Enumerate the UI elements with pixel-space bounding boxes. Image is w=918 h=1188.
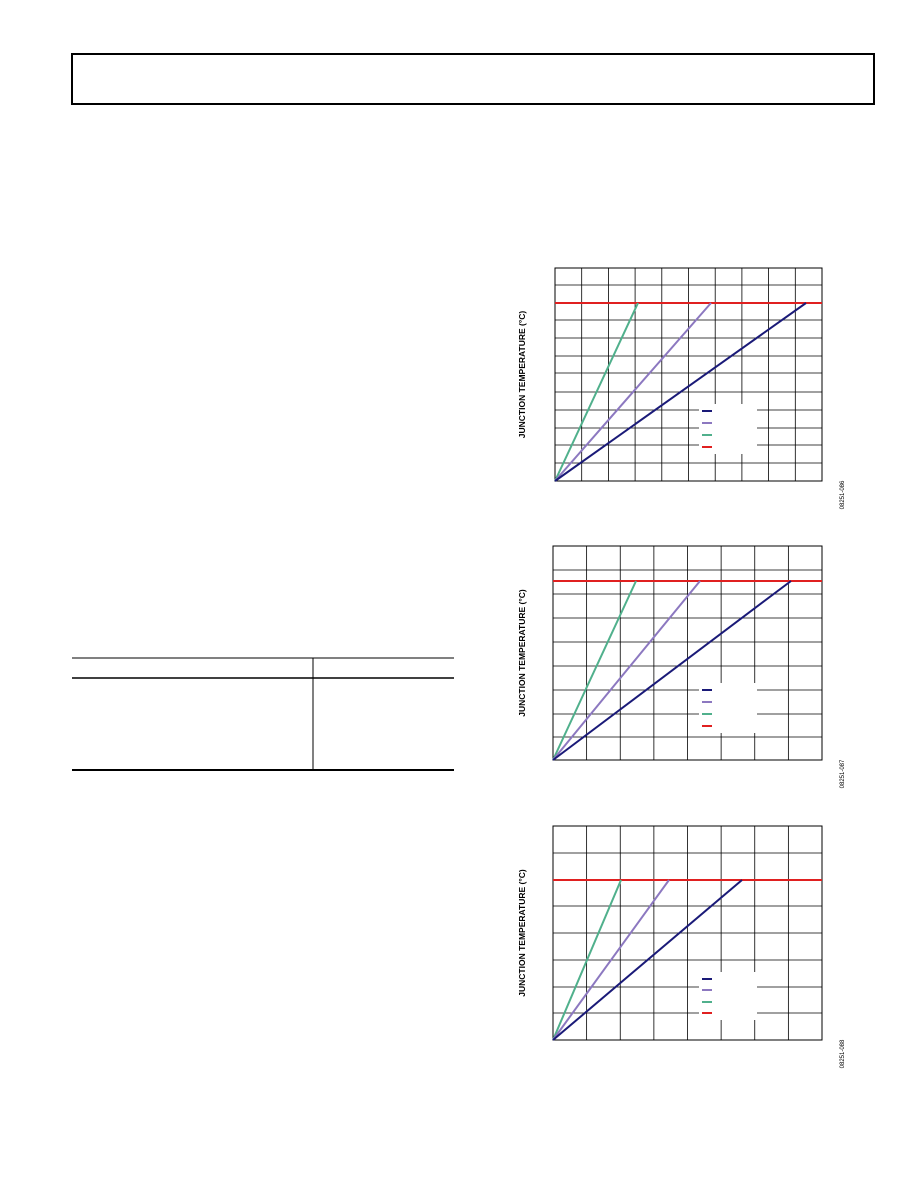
plot-frame — [554, 267, 823, 482]
plot-frame — [552, 825, 823, 1041]
figure: JUNCTION TEMPERATURE (°C) 08251-088 — [517, 825, 846, 1068]
curve — [552, 580, 637, 761]
curve — [552, 879, 622, 1041]
curve — [554, 302, 639, 482]
legend-box — [699, 404, 757, 454]
figure-code: 08251-086 — [840, 480, 846, 509]
curve — [552, 580, 792, 761]
curve — [552, 879, 670, 1041]
curve — [554, 302, 807, 482]
plot-frame — [552, 545, 823, 761]
figure-code: 08251-087 — [840, 759, 846, 788]
y-axis-label: JUNCTION TEMPERATURE (°C) — [517, 869, 527, 997]
curve — [554, 302, 712, 482]
y-axis-label: JUNCTION TEMPERATURE (°C) — [517, 589, 527, 717]
figure: JUNCTION TEMPERATURE (°C) 08251-086 — [517, 267, 846, 509]
header-box — [71, 53, 875, 105]
figure-code: 08251-088 — [840, 1039, 846, 1068]
curve — [552, 580, 701, 761]
figure: JUNCTION TEMPERATURE (°C) 08251-087 — [517, 545, 846, 788]
curve — [552, 879, 743, 1041]
y-axis-label: JUNCTION TEMPERATURE (°C) — [517, 311, 527, 439]
table — [72, 657, 454, 771]
legend-box — [699, 683, 757, 733]
